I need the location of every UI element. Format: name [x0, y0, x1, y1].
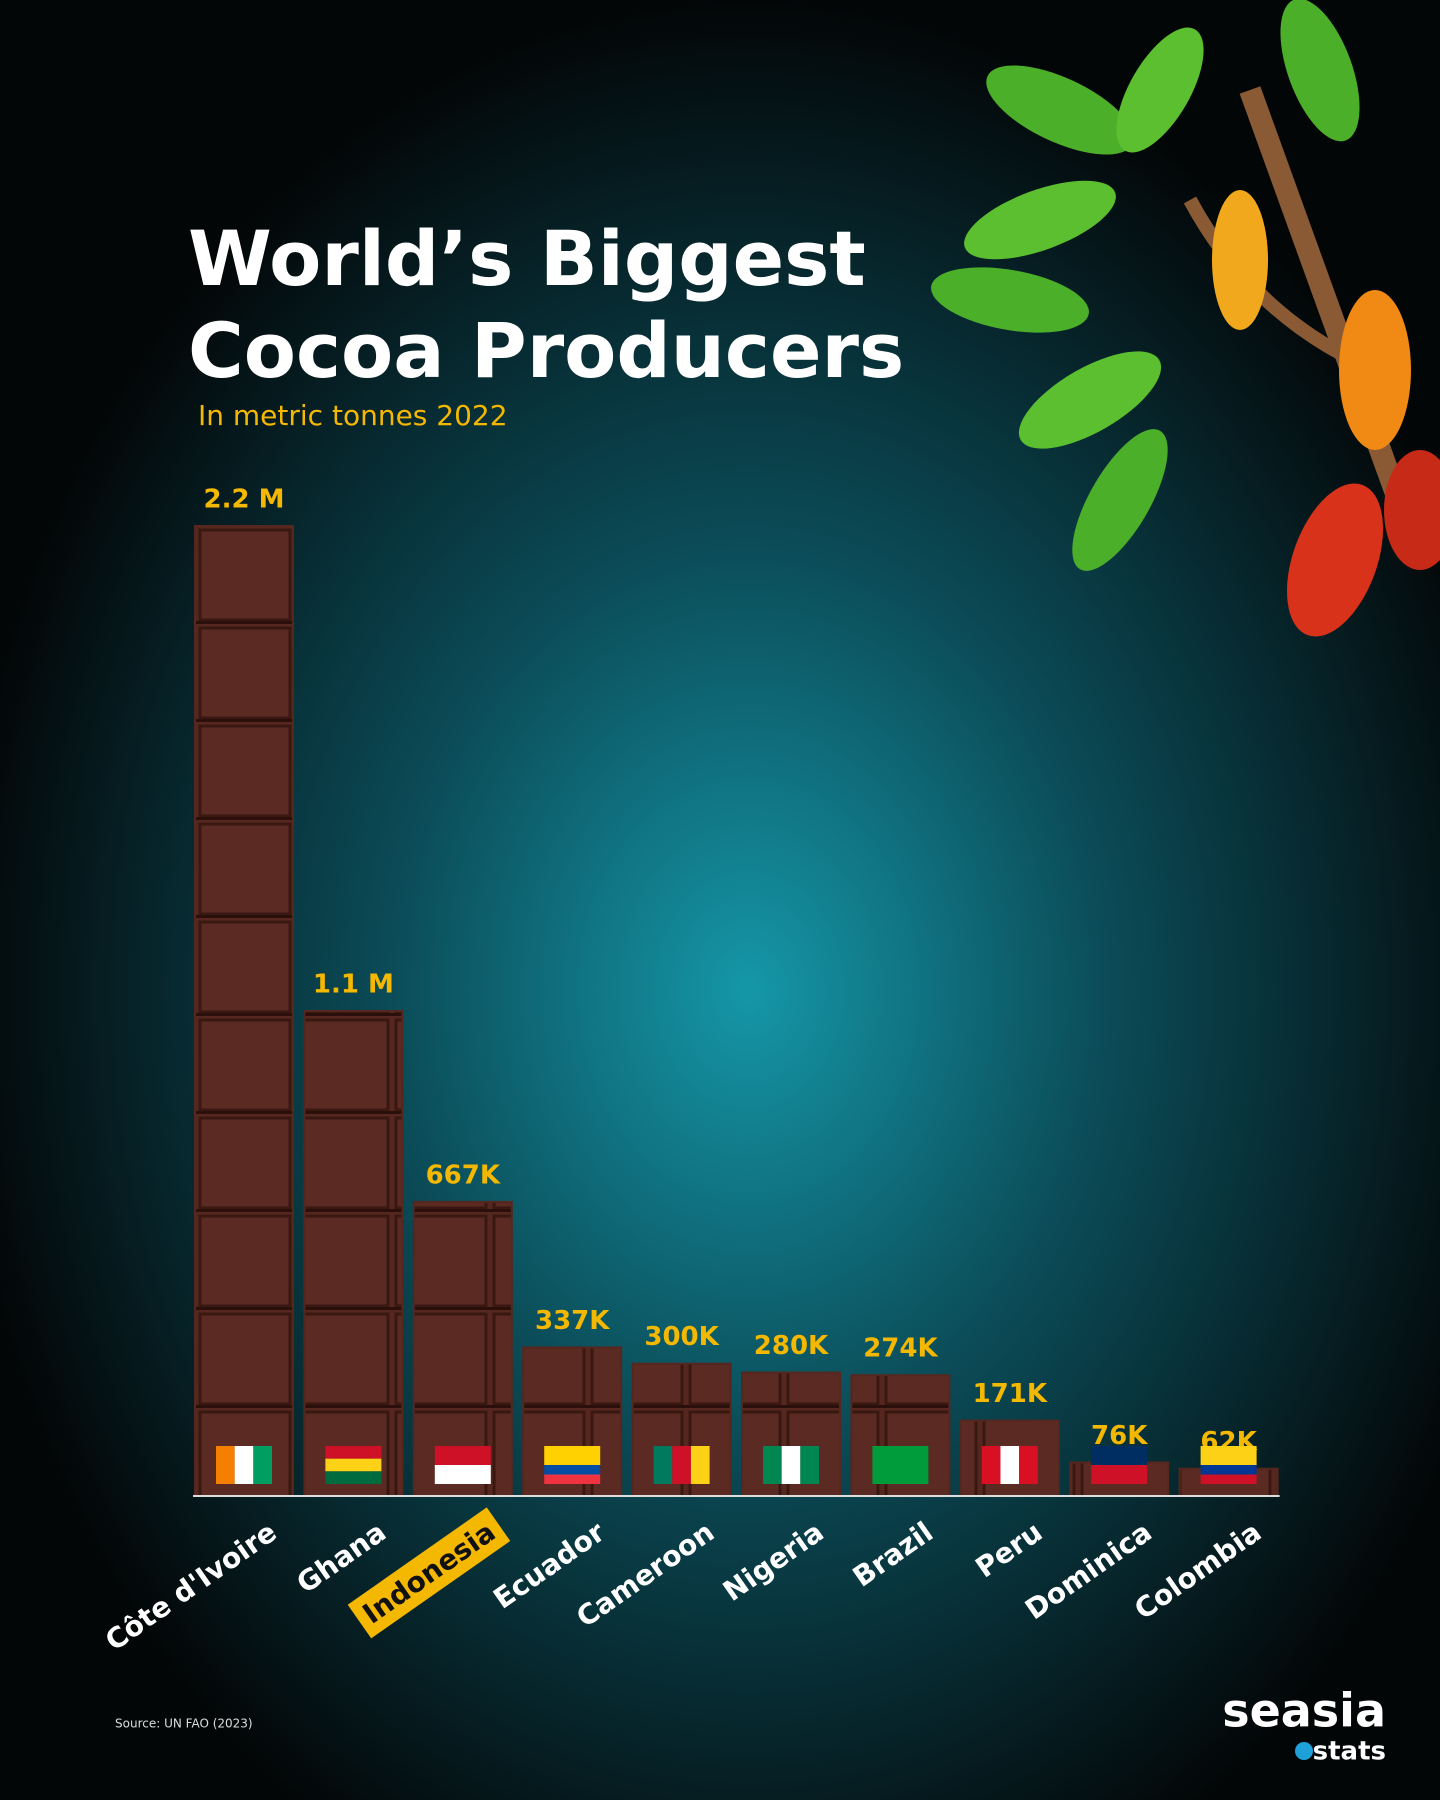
flag-stripe: [1019, 1446, 1038, 1484]
flag-stripe: [544, 1474, 601, 1484]
flag-stripe: [1091, 1465, 1148, 1484]
flag-stripe: [1200, 1446, 1257, 1456]
source: Source: UN FAO (2023): [115, 1717, 253, 1731]
flag: [1200, 1446, 1257, 1484]
bar: [631, 1362, 732, 1498]
flag-stripe: [325, 1446, 382, 1459]
chart-title: World’s Biggest Cocoa Producers: [188, 214, 904, 395]
flag-stripe: [544, 1455, 601, 1465]
flag-stripe: [672, 1446, 691, 1484]
flag-stripe: [1091, 1446, 1148, 1465]
flag-stripe: [763, 1446, 782, 1484]
flag: [544, 1446, 601, 1484]
flag-stripe: [544, 1465, 601, 1475]
chart-subtitle: In metric tonnes 2022: [198, 399, 508, 432]
brand-icon: [1295, 1742, 1313, 1760]
flag-stripe: [434, 1465, 491, 1484]
bar: [303, 1010, 404, 1497]
flag-stripe: [544, 1446, 601, 1456]
flag: [872, 1446, 929, 1484]
flag-stripe: [1200, 1465, 1257, 1475]
value-label: 274K: [863, 1334, 938, 1364]
flag-stripe: [872, 1446, 929, 1484]
flag: [325, 1446, 382, 1484]
value-label: 300K: [644, 1322, 719, 1352]
value-label: 667K: [426, 1160, 501, 1190]
flag-stripe: [1000, 1446, 1020, 1484]
decoration: [931, 0, 1440, 637]
highlight-box: [347, 1507, 511, 1639]
flag: [763, 1446, 819, 1484]
flag-stripe: [216, 1446, 235, 1484]
flag-stripe: [1200, 1455, 1257, 1465]
flag: [653, 1446, 710, 1484]
flag-stripe: [781, 1446, 801, 1484]
flag-stripe: [325, 1458, 382, 1472]
flag-stripe: [434, 1446, 491, 1465]
flag-stripe: [653, 1446, 673, 1484]
flag: [981, 1446, 1038, 1484]
flag-stripe: [1200, 1474, 1257, 1484]
flag-stripe: [981, 1446, 1001, 1484]
flag-stripe: [325, 1471, 382, 1484]
flag-stripe: [253, 1446, 272, 1484]
value-label: 1.1 M: [313, 970, 394, 1000]
flag-stripe: [690, 1446, 710, 1484]
value-label: 76K: [1091, 1421, 1148, 1451]
value-label: 2.2 M: [204, 485, 285, 515]
flag: [216, 1446, 272, 1484]
flag: [434, 1446, 491, 1484]
flag: [1091, 1446, 1148, 1484]
flag-stripe: [234, 1446, 254, 1484]
value-label: 337K: [535, 1306, 610, 1336]
brand-sub: stats: [1313, 1737, 1386, 1767]
brand: seasia: [1222, 1684, 1386, 1738]
value-label: 171K: [973, 1379, 1048, 1409]
flag-stripe: [800, 1446, 819, 1484]
value-label: 280K: [754, 1331, 829, 1361]
bar: [194, 525, 294, 1497]
